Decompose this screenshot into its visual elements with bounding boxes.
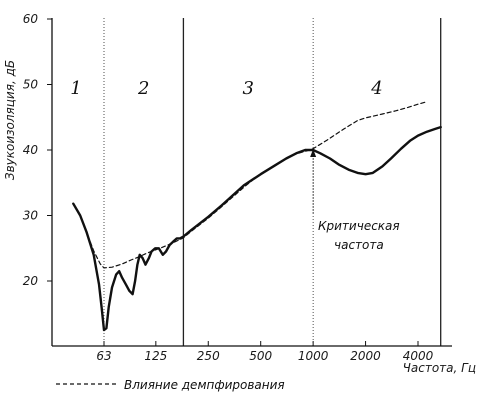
region-label-1: 1: [70, 78, 81, 99]
x-tick-label: 250: [197, 349, 220, 363]
y-tick-label: 30: [23, 209, 39, 223]
region-label-2: 2: [137, 78, 149, 99]
x-tick-label: 4000: [403, 349, 434, 363]
x-ticks: 63 125 250 500 1000 2000 4000: [96, 341, 434, 363]
x-tick-label: 125: [144, 349, 167, 363]
x-tick-label: 500: [249, 349, 272, 363]
x-axis-title: Частота, Гц: [403, 361, 476, 375]
y-tick-label: 40: [23, 143, 39, 157]
series-sound-insulation-line: [72, 125, 442, 332]
critical-frequency-annotation-line2: частота: [334, 238, 384, 252]
region-label-3: 3: [243, 78, 254, 99]
y-axis-title: Звукоизоляция, дБ: [3, 60, 17, 180]
critical-frequency-annotation-line1: Критическая: [318, 219, 400, 233]
region-boundaries: [103, 18, 442, 346]
y-tick-label: 20: [23, 274, 39, 288]
legend-label: Влияние демпфирования: [124, 378, 285, 392]
y-tick-label: 50: [23, 78, 39, 92]
region-label-4: 4: [370, 78, 382, 99]
y-ticks: 20 30 40 50 60: [23, 12, 52, 288]
x-tick-label: 63: [96, 349, 111, 363]
x-tick-label: 2000: [350, 349, 381, 363]
legend: Влияние демпфирования: [56, 378, 285, 392]
x-tick-label: 1000: [298, 349, 329, 363]
series-damping-effect-line: [72, 101, 426, 269]
region-labels: 1 2 3 4: [70, 78, 382, 99]
critical-frequency-arrow-head: [310, 149, 317, 157]
series: [72, 101, 442, 332]
axes: [51, 18, 452, 347]
y-tick-label: 60: [23, 12, 39, 26]
